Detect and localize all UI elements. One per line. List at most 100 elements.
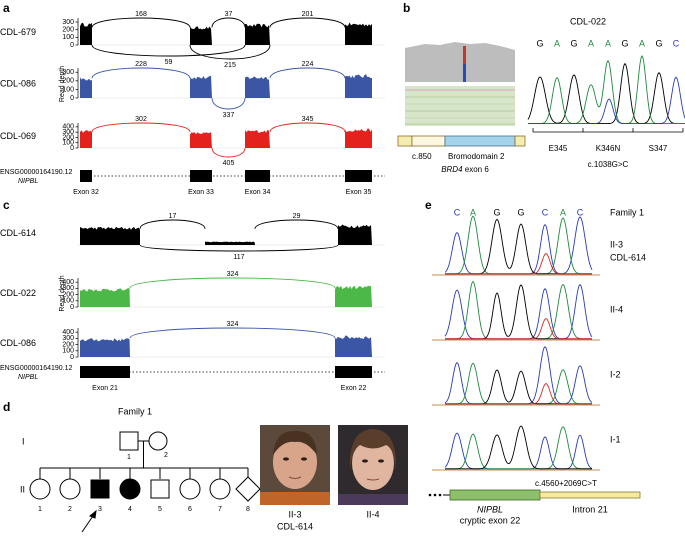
domain-box [514, 135, 526, 147]
base-call: A [605, 38, 611, 48]
female [148, 431, 168, 451]
sample-name: CDL-086 [0, 78, 36, 88]
y-tick-label: 200 [62, 134, 74, 141]
exon-name: exon 6 [465, 165, 490, 174]
y-tick-label: 0 [70, 354, 74, 361]
junction-count: 324 [227, 321, 239, 328]
domain-box [444, 135, 516, 147]
y-tick-label: 400 [62, 329, 74, 336]
sample-name: CDL-086 [0, 338, 36, 348]
individual-number: 2 [164, 452, 168, 459]
junction-arc [269, 17, 346, 28]
affected-male [90, 479, 110, 499]
panel-label: d [3, 400, 10, 414]
base-call: G [536, 38, 543, 48]
individual-number: 2 [68, 506, 72, 513]
photo-hair [349, 429, 397, 470]
junction-count: 224 [302, 61, 314, 68]
junction-count: 29 [293, 213, 301, 220]
codon-bracket [532, 128, 684, 133]
sample-name: CDL-614 [0, 228, 36, 238]
photo-eye [378, 459, 384, 463]
junction-arc [91, 44, 246, 57]
base-call: A [470, 207, 476, 217]
photo-caption: II-3 [288, 509, 301, 519]
affected-female [119, 478, 141, 500]
generation-label: II [20, 484, 25, 494]
junction-count: 59 [165, 59, 173, 66]
base-call: A [554, 38, 560, 48]
trace-label: II-4 [610, 304, 623, 314]
male [119, 431, 139, 451]
y-tick-label: 400 [62, 279, 74, 286]
junction-arc [91, 122, 191, 133]
trace [528, 76, 685, 125]
female [59, 478, 81, 500]
pedigree [29, 431, 261, 533]
junction-count: 405 [223, 160, 235, 167]
photo-caption: CDL-614 [277, 521, 313, 531]
junction-arc [91, 67, 191, 79]
junction-arc [211, 97, 246, 110]
y-tick-label: 300 [62, 285, 74, 292]
base-call: G [493, 207, 500, 217]
gene-id: ENSG00000164190.12 [0, 365, 72, 372]
trace [528, 54, 685, 125]
sample-name: CDL-022 [570, 16, 606, 26]
junction-count: 37 [225, 11, 233, 18]
panel-label: e [425, 198, 432, 212]
mutation-label: c.1038G>C [588, 160, 629, 169]
exon-box [245, 170, 270, 182]
junction-arc [129, 277, 336, 289]
junction-arc [129, 327, 336, 339]
exon-box [190, 170, 212, 182]
individual-number: 1 [38, 506, 42, 513]
y-tick-label: 300 [62, 69, 74, 76]
individual-number: 7 [218, 506, 222, 513]
trace-label: II-3 [610, 239, 623, 249]
sample-name: CDL-022 [0, 288, 36, 298]
junction-count: 17 [169, 213, 177, 220]
exon-box [80, 170, 92, 182]
base-call: G [655, 38, 662, 48]
base-call: G [621, 38, 628, 48]
panel-label: c [3, 198, 10, 212]
junction-count: 345 [302, 116, 314, 123]
junction-arc [189, 44, 271, 60]
photo-mouth [288, 476, 302, 479]
y-tick-label: 200 [62, 291, 74, 298]
junction-arc [139, 244, 339, 252]
ellipsis-dot [433, 493, 437, 497]
photo-face [352, 436, 394, 490]
exon-label: Exon 32 [73, 189, 99, 196]
coverage [245, 23, 270, 45]
arrow-head [89, 509, 97, 519]
junction-arc [269, 122, 346, 133]
coverage [190, 26, 212, 45]
family-label: Family 1 [610, 207, 644, 217]
coverage [80, 77, 92, 98]
proband-arrow [81, 515, 94, 533]
y-tick-label: 100 [62, 348, 74, 355]
exon-label: Exon 34 [245, 189, 271, 196]
intron-box [539, 491, 641, 499]
individual-number: 5 [158, 506, 162, 513]
y-tick-label: 0 [70, 304, 74, 311]
gene-name: NIPBL [18, 178, 38, 185]
ellipsis-dot [438, 493, 442, 497]
y-tick-label: 0 [70, 145, 74, 152]
sample-name: CDL-069 [0, 131, 36, 141]
coverage [80, 130, 92, 148]
junction-count: 337 [223, 112, 235, 119]
individual-number: 3 [98, 506, 102, 513]
junction-arc [211, 147, 246, 158]
individual-number: 6 [188, 506, 192, 513]
junction-arc [211, 17, 246, 28]
generation-label: I [22, 436, 25, 446]
igv-variant [463, 64, 466, 82]
coverage [245, 76, 270, 98]
exon-box [335, 366, 372, 378]
coverage [80, 338, 130, 357]
position-label: c.850 [412, 152, 432, 161]
